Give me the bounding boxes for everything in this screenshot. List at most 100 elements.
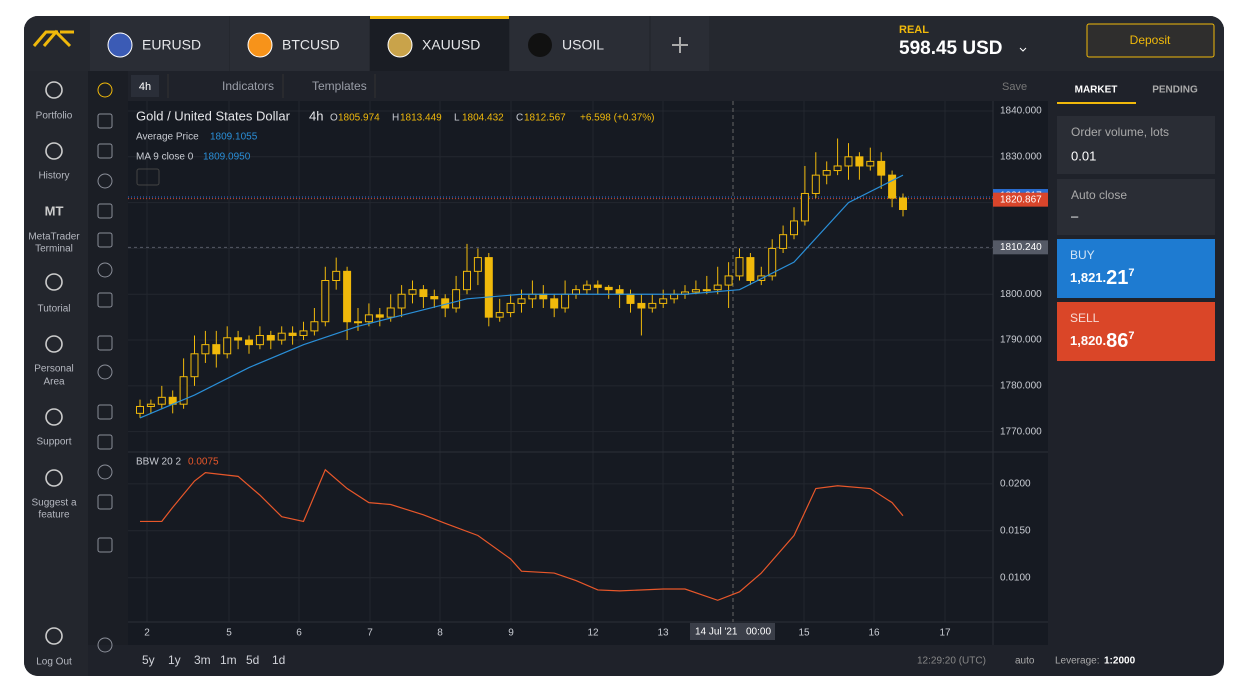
- tab-icon: [107, 32, 133, 58]
- tab-indicator: [370, 16, 509, 19]
- price-tag: [993, 192, 1048, 207]
- candle-body: [506, 302, 515, 314]
- tool-icon[interactable]: [97, 464, 113, 480]
- buy-price: 1,821.217: [1070, 267, 1135, 289]
- sidebar-label: Portfolio: [36, 111, 73, 122]
- range-button: 3m: [194, 653, 211, 667]
- tab-label: BTCUSD: [282, 37, 340, 53]
- deposit-button[interactable]: [1086, 23, 1215, 58]
- sidebar-icon[interactable]: [45, 627, 63, 645]
- candle-body: [245, 339, 253, 346]
- candle-body: [800, 192, 809, 222]
- x-tick-label: 17: [939, 628, 951, 639]
- tool-icon[interactable]: [97, 537, 113, 553]
- tab-label: EURUSD: [142, 37, 201, 53]
- volume-field[interactable]: [1057, 116, 1215, 174]
- sidebar: [24, 71, 88, 676]
- tool-icon[interactable]: [97, 203, 113, 219]
- templates-button: Templates: [312, 79, 367, 93]
- x-tick-label: 8: [437, 628, 443, 639]
- auto-close-value: –: [1071, 208, 1079, 223]
- sidebar-icon[interactable]: [45, 81, 63, 99]
- tool-icon[interactable]: [97, 494, 113, 510]
- candle-body: [310, 321, 319, 332]
- y-tick-label: 0.0150: [1000, 525, 1031, 536]
- sell-button[interactable]: [1057, 302, 1215, 361]
- y-tick-label: 1770.000: [1000, 426, 1042, 437]
- x-tick-label: 9: [508, 628, 514, 639]
- candle-body: [528, 293, 537, 300]
- tool-icon[interactable]: [97, 143, 113, 159]
- tool-icon[interactable]: [97, 82, 113, 98]
- bbw-label: BBW 20 2: [136, 457, 181, 468]
- candle-body: [452, 289, 461, 309]
- x-tick-label: 6: [296, 628, 302, 639]
- ohlc-key: H: [392, 113, 399, 124]
- auto-close-field[interactable]: [1057, 179, 1215, 235]
- tool-icon[interactable]: [97, 232, 113, 248]
- scale-mode: auto: [1015, 656, 1035, 667]
- sell-label: SELL: [1070, 311, 1100, 325]
- y-tick-label: 0.0200: [1000, 479, 1031, 490]
- leverage-label: Leverage:: [1055, 656, 1099, 667]
- tab-indicator: [1057, 102, 1136, 104]
- candle-body: [593, 284, 602, 288]
- tool-icon[interactable]: [97, 404, 113, 420]
- collapse-button[interactable]: [136, 168, 160, 186]
- candle-body: [190, 353, 199, 378]
- candle-body: [702, 289, 711, 292]
- auto-close-label: Auto close: [1071, 188, 1127, 202]
- candle-body: [561, 293, 570, 309]
- tool-icon[interactable]: [97, 173, 113, 189]
- buy-button[interactable]: [1057, 239, 1215, 298]
- candle-body: [255, 334, 264, 346]
- sidebar-icon[interactable]: [45, 469, 63, 487]
- tool-icon[interactable]: [97, 113, 113, 129]
- x-tick-label: 12: [587, 628, 599, 639]
- sidebar-icon[interactable]: [45, 408, 63, 426]
- x-tick-label: 16: [868, 628, 880, 639]
- sidebar-icon[interactable]: [45, 335, 63, 353]
- tool-icon[interactable]: [97, 434, 113, 450]
- candle-body: [463, 270, 471, 291]
- candle-body: [386, 307, 395, 318]
- balance-caret: [1019, 47, 1027, 52]
- candle-body: [790, 220, 798, 236]
- tool-icon[interactable]: [97, 262, 113, 278]
- candle-body: [768, 247, 777, 277]
- ohlc-key: L: [454, 113, 460, 124]
- candle-body: [234, 337, 243, 341]
- save-button: Save: [1002, 81, 1027, 93]
- candle-body: [157, 396, 166, 405]
- sell-price-pip: 7: [1128, 330, 1134, 342]
- sidebar-icon[interactable]: [45, 142, 63, 160]
- sidebar-label: MetaTrader: [28, 232, 80, 243]
- bbw-line: [140, 468, 904, 601]
- candle-body: [604, 286, 613, 291]
- sell-price: 1,820.867: [1070, 330, 1135, 352]
- candle-body: [713, 284, 722, 291]
- candle-body: [277, 332, 286, 341]
- tool-icon[interactable]: [97, 364, 113, 380]
- tool-icon[interactable]: [97, 335, 113, 351]
- sidebar-label: Area: [43, 377, 65, 388]
- candle-body: [539, 293, 548, 300]
- ohlc-value: 1812.567: [524, 113, 566, 124]
- sidebar-icon[interactable]: [45, 273, 63, 291]
- sidebar-label: Suggest a: [31, 498, 76, 509]
- tool-icon[interactable]: [97, 637, 113, 653]
- volume-value: 0.01: [1071, 148, 1096, 163]
- range-button: 1y: [168, 653, 181, 667]
- price-tag: [993, 240, 1048, 255]
- market-tab: MARKET: [1075, 85, 1118, 96]
- frame: EURUSD BTCUSD XAUUSD USOIL REAL 598.45 USD Dep…: [24, 16, 1224, 676]
- tf-active[interactable]: [131, 75, 159, 97]
- tool-icon[interactable]: [97, 292, 113, 308]
- ohlc-value: 1805.974: [338, 113, 380, 124]
- x-tick-label: 13: [657, 628, 669, 639]
- toolbar: [128, 71, 1048, 101]
- candle-body: [844, 156, 853, 167]
- timeframe: 4h: [139, 81, 151, 93]
- candle-body: [364, 314, 373, 323]
- indicators-button: Indicators: [222, 79, 274, 93]
